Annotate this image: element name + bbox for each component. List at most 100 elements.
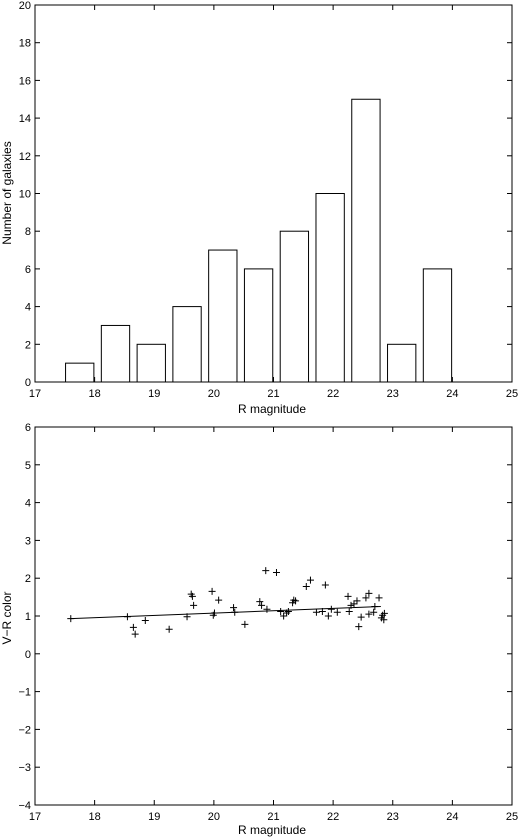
histogram-bar [387, 343, 417, 383]
histogram-bar [208, 249, 238, 383]
scatter-point [131, 630, 139, 638]
scatter-point [344, 592, 352, 600]
histogram-x-tick-label: 25 [506, 388, 518, 400]
histogram-y-tick-label: 6 [25, 264, 31, 276]
histogram-bar [279, 230, 310, 383]
scatter-point [370, 608, 378, 616]
histogram-y-tick-label: 0 [25, 377, 31, 389]
histogram-bar [351, 98, 381, 383]
scatter-points [67, 567, 388, 638]
scatter-point [215, 596, 223, 604]
histogram-y-tick-label: 12 [19, 151, 31, 163]
scatter-point [241, 620, 249, 628]
scatter-x-tick-label: 25 [506, 811, 518, 823]
scatter-point [283, 609, 291, 617]
scatter-point [230, 604, 238, 612]
histogram-y-tick-label: 14 [19, 113, 31, 125]
histogram-x-tick-label: 19 [148, 388, 160, 400]
scatter-point [347, 601, 355, 609]
scatter-x-tick-label: 23 [387, 811, 399, 823]
histogram-y-tick-label: 8 [25, 226, 31, 238]
scatter-x-ticks: 17 18 19 20 21 22 23 24 25 [29, 427, 518, 823]
histogram-bar [65, 362, 95, 383]
histogram-bar [136, 343, 166, 383]
histogram-x-tick-label: 23 [387, 388, 399, 400]
scatter-point [345, 607, 353, 615]
histogram-y-tick-label: 10 [19, 189, 31, 201]
scatter-point [318, 607, 326, 615]
scatter-y-tick-label: −3 [18, 762, 31, 774]
scatter-x-tick-label: 18 [89, 811, 101, 823]
scatter-point [321, 581, 329, 589]
scatter-point [183, 613, 191, 621]
histogram-y-tick-label: 18 [19, 38, 31, 50]
histogram-bars [65, 98, 453, 383]
histogram-y-ticks: 0 2 4 6 8 10 12 14 16 18 20 [19, 0, 512, 389]
histogram-y-tick-label: 4 [25, 302, 31, 314]
scatter-y-tick-label: −2 [18, 724, 31, 736]
scatter-point [371, 603, 379, 611]
scatter-y-tick-label: 1 [25, 611, 31, 623]
scatter-y-tick-label: 4 [25, 498, 31, 510]
scatter-y-axis-label: V−R color [0, 591, 14, 644]
histogram-y-tick-label: 20 [19, 0, 31, 12]
scatter-y-tick-label: −1 [18, 687, 31, 699]
scatter-y-tick-label: 6 [25, 422, 31, 434]
scatter-point [208, 587, 216, 595]
scatter-point [353, 597, 361, 605]
scatter-point [210, 609, 218, 617]
scatter-point [327, 605, 335, 613]
scatter-point [284, 607, 292, 615]
scatter-x-tick-label: 20 [208, 811, 220, 823]
scatter-point [375, 594, 383, 602]
scatter-point [67, 615, 75, 623]
scatter-x-tick-label: 21 [267, 811, 279, 823]
histogram-x-tick-label: 24 [446, 388, 458, 400]
scatter-point [292, 597, 300, 605]
scatter-x-tick-label: 17 [29, 811, 41, 823]
histogram-bar [422, 268, 453, 383]
scatter-point [141, 617, 149, 625]
scatter-point [365, 610, 373, 618]
scatter-x-tick-label: 19 [148, 811, 160, 823]
scatter-x-axis-label: R magnitude [238, 823, 306, 837]
scatter-point [357, 613, 365, 621]
scatter-point [165, 625, 173, 633]
histogram-y-tick-label: 2 [25, 339, 31, 351]
scatter-point [256, 598, 264, 606]
scatter-point [324, 612, 332, 620]
scatter-y-ticks: −4 −3 −2 −1 0 1 2 3 4 5 6 [18, 422, 512, 812]
scatter-y-tick-label: 5 [25, 460, 31, 472]
histogram-bar [100, 324, 131, 383]
histogram-bar [172, 306, 202, 383]
scatter-point [302, 583, 310, 591]
scatter-point [355, 623, 363, 631]
histogram-bar [243, 268, 274, 383]
scatter-y-tick-label: −4 [18, 800, 31, 812]
scatter-point [380, 609, 388, 617]
scatter-point [263, 605, 271, 613]
scatter-point [306, 576, 314, 584]
histogram-y-tick-label: 16 [19, 75, 31, 87]
scatter-point [380, 616, 388, 624]
histogram-x-tick-label: 21 [267, 388, 279, 400]
histogram-x-tick-label: 18 [89, 388, 101, 400]
scatter-point [280, 612, 288, 620]
scatter-point [188, 592, 196, 600]
scatter-point [258, 601, 266, 609]
histogram-x-tick-label: 17 [29, 388, 41, 400]
histogram-x-tick-label: 22 [327, 388, 339, 400]
scatter-point [290, 596, 298, 604]
scatter-point [365, 589, 373, 597]
scatter-y-tick-label: 3 [25, 535, 31, 547]
histogram-x-axis-label: R magnitude [238, 402, 306, 416]
scatter-point [231, 608, 239, 616]
scatter-point [262, 567, 270, 575]
scatter-point [123, 613, 131, 621]
scatter-point [277, 607, 285, 615]
histogram-y-axis-label: Number of galaxies [0, 141, 14, 244]
scatter-fit-line-path [70, 606, 381, 620]
